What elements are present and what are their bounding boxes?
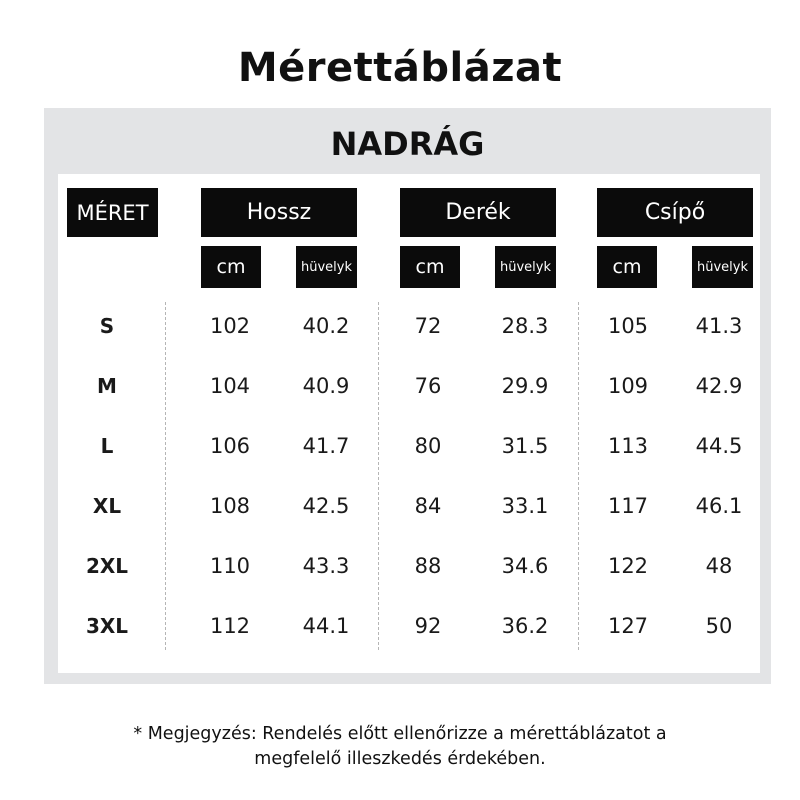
value-cell: 105 [607, 314, 649, 338]
value-cell: 106 [209, 434, 251, 458]
value-cell: 76 [414, 374, 442, 398]
unit-inch-waist: hüvelyk [495, 246, 556, 288]
value-cell: 109 [607, 374, 649, 398]
column-divider [578, 302, 579, 650]
footnote: * Megjegyzés: Rendelés előtt ellenőrizze… [0, 722, 800, 772]
header-hip: Csípő [597, 188, 753, 237]
value-cell: 29.9 [501, 374, 549, 398]
value-cell: 80 [414, 434, 442, 458]
value-cell: 127 [607, 614, 649, 638]
value-cell: 113 [607, 434, 649, 458]
footnote-line-1: * Megjegyzés: Rendelés előtt ellenőrizze… [133, 724, 667, 744]
value-cell: 41.3 [695, 314, 743, 338]
unit-inch-hip: hüvelyk [692, 246, 753, 288]
unit-cm-waist: cm [400, 246, 460, 288]
unit-cm-length: cm [201, 246, 261, 288]
size-cell: L [100, 434, 114, 458]
value-cell: 34.6 [501, 554, 549, 578]
header-length: Hossz [201, 188, 357, 237]
size-table: MÉRET Hossz cm hüvelyk Derék cm hüvelyk Csípő cm… [58, 174, 760, 673]
value-cell: 46.1 [695, 494, 743, 518]
value-cell: 44.5 [695, 434, 743, 458]
value-cell: 112 [209, 614, 251, 638]
value-cell: 41.7 [302, 434, 350, 458]
size-cell: M [97, 374, 117, 398]
value-cell: 88 [414, 554, 442, 578]
value-cell: 48 [705, 554, 733, 578]
value-cell: 84 [414, 494, 442, 518]
size-cell: XL [92, 494, 122, 518]
size-cell: S [99, 314, 115, 338]
size-chart-panel: NADRÁG MÉRET Hossz cm hüvelyk Derék cm hüvelyk… [44, 108, 771, 684]
footnote-line-2: megfelelő illeszkedés érdekében. [254, 749, 546, 769]
value-cell: 110 [209, 554, 251, 578]
column-divider [378, 302, 379, 650]
value-cell: 33.1 [501, 494, 549, 518]
column-divider [165, 302, 166, 650]
value-cell: 72 [414, 314, 442, 338]
value-cell: 31.5 [501, 434, 549, 458]
value-cell: 36.2 [501, 614, 549, 638]
value-cell: 28.3 [501, 314, 549, 338]
panel-title: NADRÁG [330, 125, 485, 163]
page-title: Mérettáblázat [237, 45, 563, 91]
value-cell: 40.2 [302, 314, 350, 338]
unit-cm-hip: cm [597, 246, 657, 288]
value-cell: 50 [705, 614, 733, 638]
value-cell: 42.5 [302, 494, 350, 518]
value-cell: 92 [414, 614, 442, 638]
size-cell: 2XL [85, 554, 129, 578]
unit-inch-length: hüvelyk [296, 246, 357, 288]
value-cell: 122 [607, 554, 649, 578]
size-header: MÉRET [67, 188, 158, 237]
value-cell: 104 [209, 374, 251, 398]
value-cell: 42.9 [695, 374, 743, 398]
header-waist: Derék [400, 188, 556, 237]
value-cell: 117 [607, 494, 649, 518]
value-cell: 102 [209, 314, 251, 338]
value-cell: 43.3 [302, 554, 350, 578]
size-cell: 3XL [85, 614, 129, 638]
value-cell: 108 [209, 494, 251, 518]
value-cell: 40.9 [302, 374, 350, 398]
value-cell: 44.1 [302, 614, 350, 638]
